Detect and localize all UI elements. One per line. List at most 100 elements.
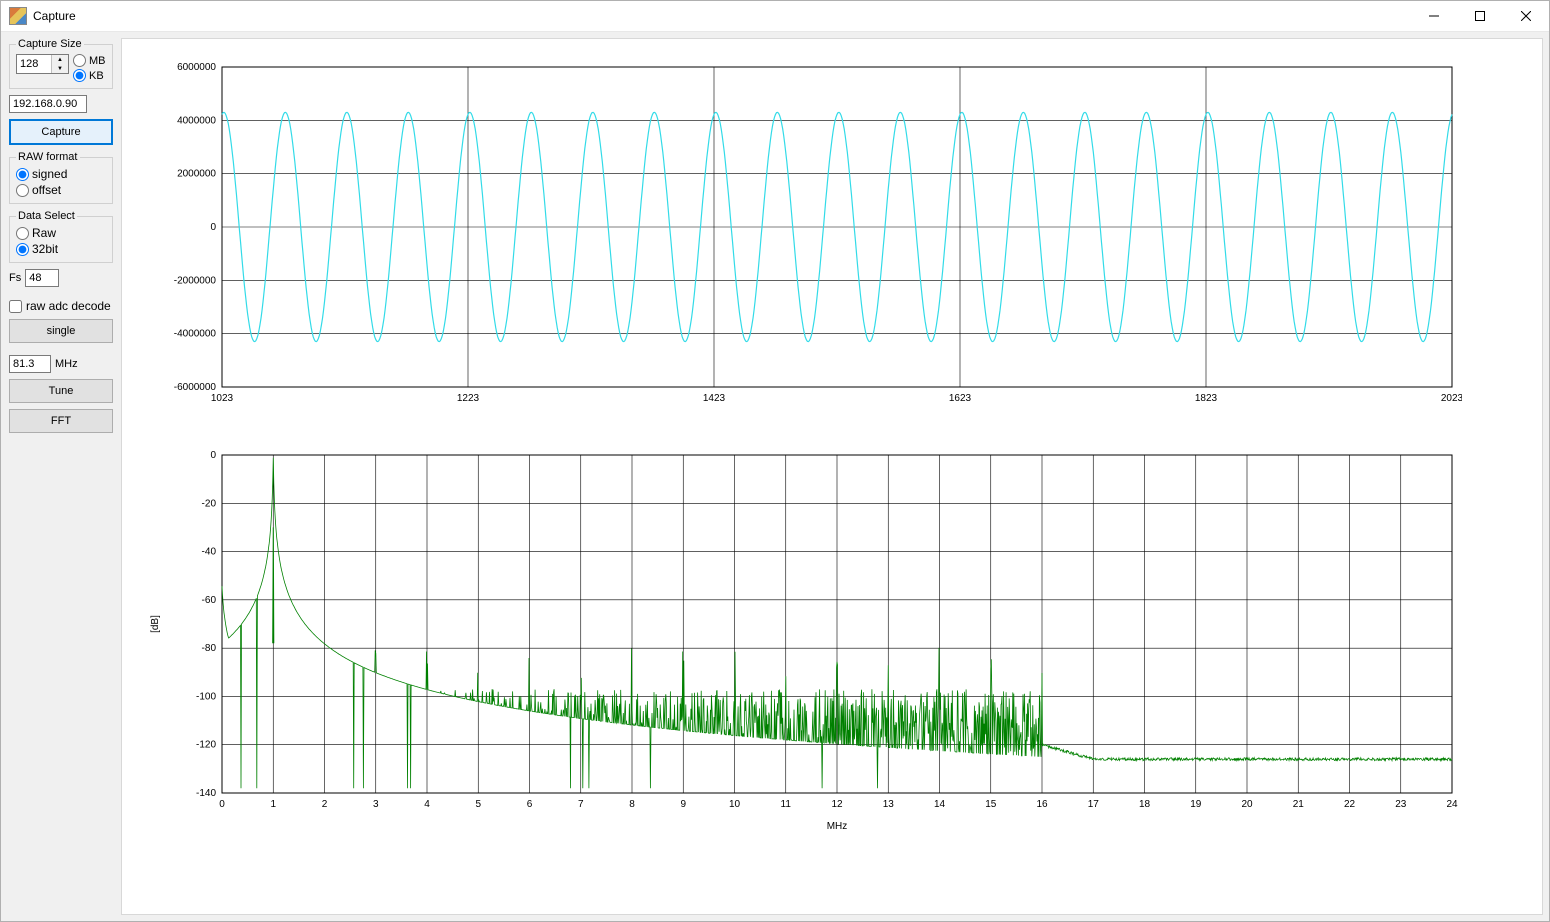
svg-text:16: 16 xyxy=(1036,799,1048,810)
svg-text:4: 4 xyxy=(424,799,430,810)
fs-row: Fs xyxy=(9,269,113,287)
capture-button[interactable]: Capture xyxy=(9,119,113,145)
raw-adc-decode-row[interactable]: raw adc decode xyxy=(9,299,113,313)
close-button[interactable] xyxy=(1503,1,1549,31)
raw-adc-decode-checkbox[interactable] xyxy=(9,300,22,313)
svg-text:1423: 1423 xyxy=(703,393,726,404)
svg-text:-60: -60 xyxy=(202,595,217,606)
titlebar: Capture xyxy=(1,1,1549,32)
capture-size-down[interactable]: ▼ xyxy=(52,64,68,73)
capture-size-up[interactable]: ▲ xyxy=(52,55,68,64)
data-select-32bit-radio[interactable] xyxy=(16,243,29,256)
minimize-button[interactable] xyxy=(1411,1,1457,31)
svg-text:4000000: 4000000 xyxy=(177,115,216,126)
capture-size-legend: Capture Size xyxy=(16,38,84,50)
capture-size-input[interactable] xyxy=(17,55,51,73)
svg-text:22: 22 xyxy=(1344,799,1356,810)
svg-text:10: 10 xyxy=(729,799,741,810)
unit-mb-label: MB xyxy=(89,55,106,67)
freq-row: MHz xyxy=(9,355,113,373)
svg-text:24: 24 xyxy=(1446,799,1458,810)
fs-label: Fs xyxy=(9,272,21,284)
data-select-raw-label: Raw xyxy=(32,226,56,240)
fft-button[interactable]: FFT xyxy=(9,409,113,433)
svg-text:-100: -100 xyxy=(196,691,216,702)
svg-text:-20: -20 xyxy=(202,498,217,509)
capture-size-spinner[interactable]: ▲ ▼ xyxy=(16,54,69,74)
unit-mb-radio[interactable] xyxy=(73,54,86,67)
svg-text:0: 0 xyxy=(210,222,216,233)
svg-text:20: 20 xyxy=(1241,799,1253,810)
svg-text:0: 0 xyxy=(219,799,225,810)
raw-adc-decode-label: raw adc decode xyxy=(26,299,111,313)
raw-format-legend: RAW format xyxy=(16,151,80,163)
single-button[interactable]: single xyxy=(9,319,113,343)
ip-address-input[interactable] xyxy=(9,95,87,113)
svg-text:19: 19 xyxy=(1190,799,1202,810)
svg-text:14: 14 xyxy=(934,799,946,810)
svg-text:-80: -80 xyxy=(202,643,217,654)
svg-text:3: 3 xyxy=(373,799,379,810)
svg-text:-2000000: -2000000 xyxy=(174,275,217,286)
svg-text:1023: 1023 xyxy=(211,393,234,404)
freq-unit-label: MHz xyxy=(55,358,78,370)
sidebar: Capture Size ▲ ▼ MB xyxy=(1,32,121,921)
svg-text:21: 21 xyxy=(1293,799,1305,810)
raw-format-offset-radio[interactable] xyxy=(16,184,29,197)
fft-chart: 0123456789101112131415161718192021222324… xyxy=(142,445,1502,835)
svg-text:18: 18 xyxy=(1139,799,1151,810)
data-select-32bit-label: 32bit xyxy=(32,242,58,256)
fs-input[interactable] xyxy=(25,269,59,287)
data-select-raw-row[interactable]: Raw xyxy=(16,226,106,240)
svg-text:11: 11 xyxy=(781,799,792,810)
unit-mb-row[interactable]: MB xyxy=(73,54,106,67)
svg-text:-6000000: -6000000 xyxy=(174,382,217,393)
svg-text:1223: 1223 xyxy=(457,393,480,404)
svg-text:1823: 1823 xyxy=(1195,393,1218,404)
raw-format-signed-label: signed xyxy=(32,167,67,181)
capture-window: Capture Capture Size ▲ ▼ xyxy=(0,0,1550,922)
maximize-icon xyxy=(1475,11,1485,21)
minimize-icon xyxy=(1429,11,1439,21)
raw-format-signed-radio[interactable] xyxy=(16,168,29,181)
app-icon xyxy=(9,7,27,25)
raw-format-group: RAW format signed offset xyxy=(9,151,113,204)
raw-format-signed-row[interactable]: signed xyxy=(16,167,106,181)
freq-input[interactable] xyxy=(9,355,51,373)
svg-text:7: 7 xyxy=(578,799,584,810)
close-icon xyxy=(1521,11,1531,21)
raw-format-offset-row[interactable]: offset xyxy=(16,183,106,197)
svg-text:6: 6 xyxy=(527,799,533,810)
svg-text:17: 17 xyxy=(1088,799,1100,810)
unit-kb-row[interactable]: KB xyxy=(73,69,106,82)
unit-kb-radio[interactable] xyxy=(73,69,86,82)
svg-text:0: 0 xyxy=(210,450,216,461)
capture-size-group: Capture Size ▲ ▼ MB xyxy=(9,38,113,89)
window-title: Capture xyxy=(33,9,1411,23)
raw-format-offset-label: offset xyxy=(32,183,61,197)
capture-size-unit-radios: MB KB xyxy=(73,54,106,82)
svg-text:-120: -120 xyxy=(196,740,216,751)
svg-text:15: 15 xyxy=(985,799,997,810)
data-select-group: Data Select Raw 32bit xyxy=(9,210,113,263)
tune-button[interactable]: Tune xyxy=(9,379,113,403)
charts-panel: 102312231423162318232023-6000000-4000000… xyxy=(121,38,1543,915)
svg-text:-40: -40 xyxy=(202,547,217,558)
fft-chart-svg: 0123456789101112131415161718192021222324… xyxy=(142,445,1462,835)
data-select-32bit-row[interactable]: 32bit xyxy=(16,242,106,256)
svg-text:8: 8 xyxy=(629,799,635,810)
svg-text:13: 13 xyxy=(883,799,895,810)
unit-kb-label: KB xyxy=(89,70,104,82)
svg-text:12: 12 xyxy=(831,799,843,810)
svg-text:2023: 2023 xyxy=(1441,393,1462,404)
svg-text:-140: -140 xyxy=(196,788,216,799)
svg-text:2: 2 xyxy=(322,799,328,810)
svg-text:2000000: 2000000 xyxy=(177,169,216,180)
svg-text:1623: 1623 xyxy=(949,393,972,404)
svg-text:23: 23 xyxy=(1395,799,1407,810)
time-chart: 102312231423162318232023-6000000-4000000… xyxy=(142,57,1502,417)
data-select-raw-radio[interactable] xyxy=(16,227,29,240)
svg-text:[dB]: [dB] xyxy=(150,615,161,633)
maximize-button[interactable] xyxy=(1457,1,1503,31)
svg-text:5: 5 xyxy=(475,799,481,810)
